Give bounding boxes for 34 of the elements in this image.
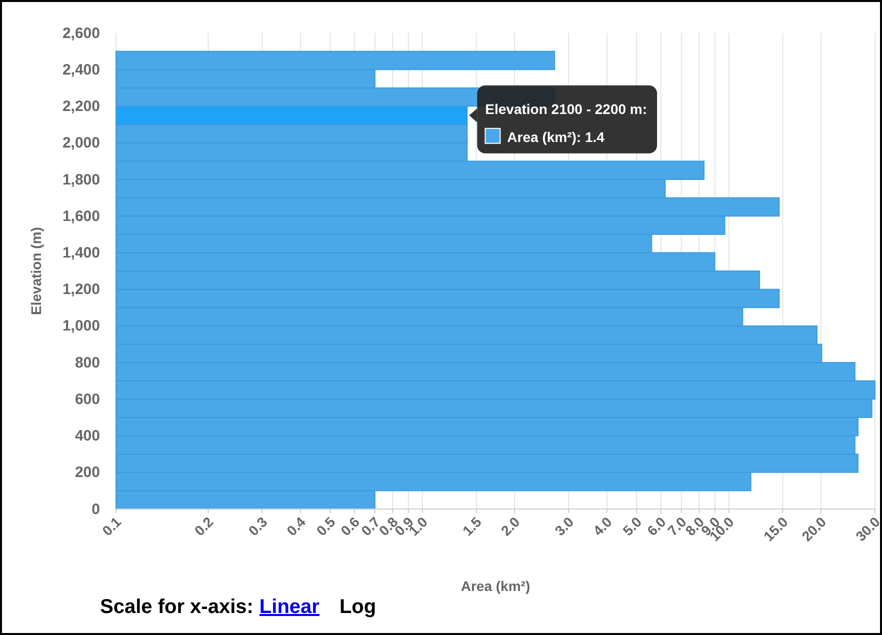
x-tick-label: 0.3 [245, 514, 270, 539]
y-tick-label: 600 [74, 390, 100, 408]
annotation: Area (km²): 1.4 [507, 129, 605, 146]
text: Scale for x-axis: [100, 596, 254, 618]
y-tick-label: 1,400 [62, 244, 100, 262]
y-tick-label: 1,600 [62, 208, 100, 225]
y-tick-label: 200 [74, 464, 100, 482]
x-tick-label: 2.0 [498, 514, 523, 539]
tooltip: Elevation 2100 - 2200 m: Area (km²): 1.4 [469, 85, 658, 154]
x-tick-label: 4.0 [590, 514, 616, 539]
x-tick-label: 0.5 [313, 514, 338, 539]
x-tick-label: 0.1 [98, 514, 124, 539]
text: Log [339, 596, 376, 618]
y-tick-label: 1,000 [62, 318, 100, 335]
x-tick-label: 3.0 [552, 514, 577, 539]
y-tick-label: 2,200 [62, 98, 100, 116]
y-tick-label: 2,000 [62, 134, 100, 152]
x-tick-label: 30.0 [852, 514, 882, 544]
y-tick-label: 800 [74, 354, 100, 372]
y-tick-label: 2,400 [62, 61, 100, 78]
y-tick-label: 1,800 [62, 171, 100, 188]
x-tick-label: 0.4 [283, 514, 309, 539]
y-axis-title: Elevation (m) [28, 227, 44, 315]
x-tick-label: 5.0 [620, 514, 645, 539]
x-tick-label: 0.2 [191, 514, 216, 539]
y-tick-label: 1,200 [62, 281, 100, 298]
annotation: Elevation 2100 - 2200 m: [485, 101, 648, 118]
y-tick-label: 2,600 [62, 24, 100, 42]
y-tick-label: 400 [74, 428, 100, 445]
x-tick-label: 1.5 [459, 514, 485, 539]
y-tick-label: 0 [92, 500, 100, 518]
text: Linear [259, 596, 320, 618]
x-axis-title: Area (km²) [460, 578, 530, 594]
x-tick-label: 0.6 [337, 514, 363, 539]
